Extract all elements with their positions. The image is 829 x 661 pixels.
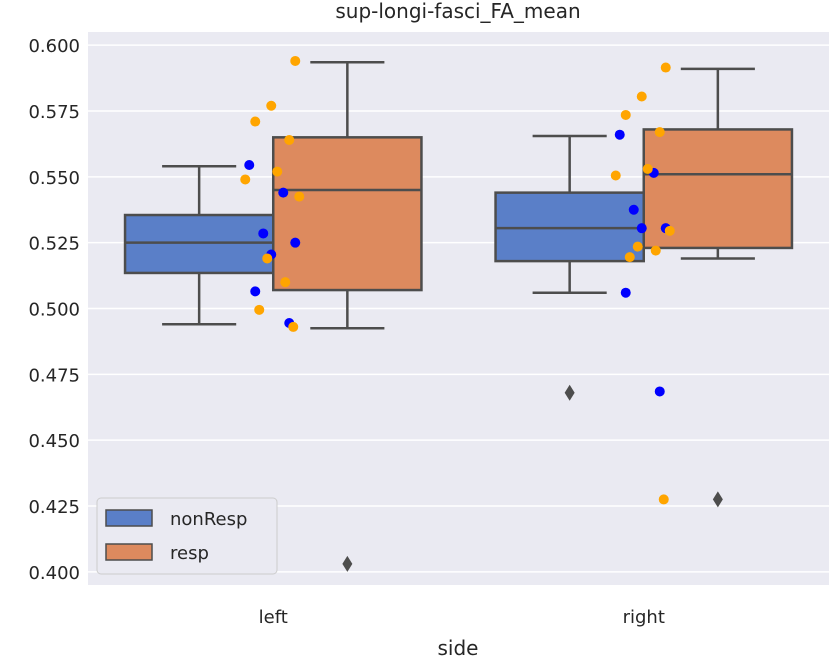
box-body (494, 191, 645, 263)
points-layer (240, 55, 675, 569)
y-tick-label: 0.500 (28, 300, 80, 321)
data-point-resp (284, 134, 295, 145)
data-point-resp (294, 191, 305, 202)
y-tick-label: 0.550 (28, 168, 80, 189)
box-resp-left (272, 61, 423, 572)
y-tick-label: 0.450 (28, 431, 80, 452)
legend-swatch-nonresp (105, 509, 153, 527)
data-point-resp (250, 116, 261, 127)
data-point-resp (266, 100, 277, 111)
data-point-nonResp (654, 386, 665, 397)
y-tick-label: 0.425 (28, 497, 80, 518)
y-tick-label: 0.575 (28, 102, 80, 123)
legend-swatch-resp (105, 543, 153, 561)
data-point-resp (610, 170, 621, 181)
y-tick-label: 0.475 (28, 365, 80, 386)
box-nonResp-left (123, 165, 275, 326)
data-point-resp (262, 253, 273, 264)
data-point-nonResp (614, 129, 625, 140)
data-point-nonResp (250, 286, 261, 297)
data-point-resp (290, 55, 301, 66)
y-tick-label: 0.400 (28, 563, 80, 584)
data-point-nonResp (628, 204, 639, 215)
legend: nonResp resp (96, 497, 278, 575)
box-body (123, 213, 275, 275)
data-point-resp (620, 109, 631, 120)
boxes-layer (123, 61, 794, 572)
data-point-resp (654, 127, 665, 138)
chart-title: sup-longi-fasci_FA_mean (335, 0, 580, 23)
outlier-marker (342, 555, 353, 572)
y-tick-label: 0.525 (28, 234, 80, 255)
data-point-resp (642, 163, 653, 174)
y-tick-labels: 0.400 0.425 0.450 0.475 0.500 0.525 0.550 0.575… (28, 36, 80, 584)
data-point-resp (658, 494, 669, 505)
x-tick-labels: left right (259, 607, 665, 628)
legend-label-resp: resp (170, 543, 209, 564)
data-point-resp (664, 225, 675, 236)
outlier-marker (712, 491, 723, 508)
x-tick-label-left: left (259, 607, 288, 628)
data-point-resp (632, 241, 643, 252)
data-point-resp (660, 62, 671, 73)
data-point-nonResp (278, 187, 289, 198)
data-point-resp (650, 245, 661, 256)
data-point-resp (254, 304, 265, 315)
data-point-nonResp (244, 159, 255, 170)
x-axis-label: side (438, 636, 479, 660)
data-point-nonResp (620, 287, 631, 298)
data-point-resp (624, 252, 635, 263)
data-point-resp (636, 91, 647, 102)
data-point-resp (288, 321, 299, 332)
box-body (272, 136, 423, 292)
y-tick-label: 0.600 (28, 36, 80, 57)
data-point-resp (280, 277, 291, 288)
data-point-resp (240, 174, 251, 185)
data-point-nonResp (258, 228, 269, 239)
x-tick-label-right: right (623, 607, 665, 628)
outlier-marker (564, 384, 575, 401)
legend-label-nonresp: nonResp (170, 509, 247, 530)
data-point-resp (272, 166, 283, 177)
data-point-nonResp (290, 237, 301, 248)
data-point-nonResp (636, 223, 647, 234)
